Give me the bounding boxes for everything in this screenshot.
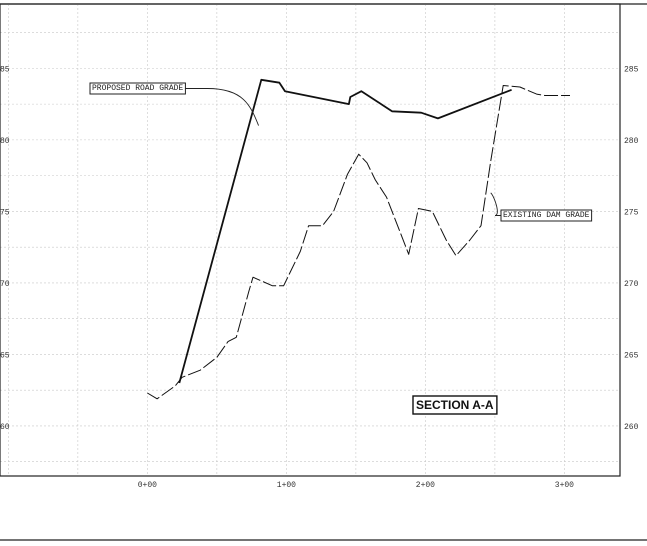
proposed-label-box bbox=[89, 82, 186, 95]
section-title-box bbox=[412, 395, 498, 415]
proposed-road-grade-callout: PROPOSED ROAD GRADE bbox=[89, 82, 259, 126]
section-title: SECTION A-A bbox=[416, 398, 494, 412]
x-tick-label: 2+00 bbox=[416, 481, 435, 490]
plot-border bbox=[0, 3, 621, 477]
existing-label-box bbox=[500, 209, 593, 222]
y-tick-label-left: 65 bbox=[0, 351, 10, 360]
grid-lines bbox=[0, 4, 620, 476]
y-tick-label-left: 60 bbox=[0, 423, 10, 432]
proposed-road-grade-line bbox=[178, 78, 512, 384]
existing-dam-grade-line bbox=[147, 85, 570, 400]
existing-dam-grade-callout: EXISTING DAM GRADE bbox=[490, 192, 593, 222]
existing-dam-grade-label: EXISTING DAM GRADE bbox=[503, 211, 590, 220]
existing-leader-line bbox=[490, 192, 501, 216]
x-tick-label: 3+00 bbox=[555, 481, 574, 490]
y-tick-label-right: 275 bbox=[624, 208, 639, 217]
y-tick-label-left: 75 bbox=[0, 208, 10, 217]
y-tick-labels-left: 60 65 70 75 80 85 bbox=[0, 65, 10, 432]
y-tick-label-left: 80 bbox=[0, 137, 10, 146]
y-tick-label-right: 260 bbox=[624, 423, 639, 432]
y-tick-label-right: 270 bbox=[624, 280, 639, 289]
y-tick-label-right: 285 bbox=[624, 65, 639, 74]
proposed-leader-line bbox=[185, 88, 259, 126]
y-tick-label-left: 85 bbox=[0, 65, 10, 74]
series-layer bbox=[147, 78, 570, 400]
section-title-group: SECTION A-A bbox=[412, 395, 498, 415]
y-tick-label-left: 70 bbox=[0, 280, 10, 289]
y-tick-label-right: 280 bbox=[624, 137, 639, 146]
y-tick-labels-right: 260 265 270 275 280 285 bbox=[624, 65, 639, 432]
y-tick-label-right: 265 bbox=[624, 351, 639, 360]
proposed-road-grade-label: PROPOSED ROAD GRADE bbox=[92, 84, 183, 93]
x-tick-labels: 0+00 1+00 2+00 3+00 bbox=[138, 481, 574, 490]
x-tick-label: 0+00 bbox=[138, 481, 157, 490]
x-tick-label: 1+00 bbox=[277, 481, 296, 490]
